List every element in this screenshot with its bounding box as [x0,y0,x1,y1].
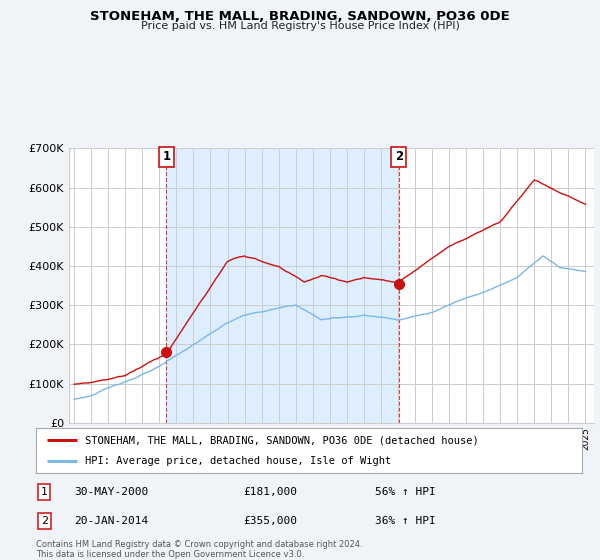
Text: STONEHAM, THE MALL, BRADING, SANDOWN, PO36 0DE: STONEHAM, THE MALL, BRADING, SANDOWN, PO… [90,10,510,23]
Text: STONEHAM, THE MALL, BRADING, SANDOWN, PO36 0DE (detached house): STONEHAM, THE MALL, BRADING, SANDOWN, PO… [85,436,479,446]
Text: £355,000: £355,000 [244,516,298,526]
Text: 2: 2 [395,151,403,164]
Bar [166,148,399,423]
Text: 56% ↑ HPI: 56% ↑ HPI [374,487,435,497]
Text: 20-JAN-2014: 20-JAN-2014 [74,516,148,526]
Text: 2: 2 [41,516,48,526]
Text: HPI: Average price, detached house, Isle of Wight: HPI: Average price, detached house, Isle… [85,456,391,466]
Text: 30-MAY-2000: 30-MAY-2000 [74,487,148,497]
Text: 1: 1 [162,151,170,164]
Text: 1: 1 [41,487,47,497]
Text: Price paid vs. HM Land Registry's House Price Index (HPI): Price paid vs. HM Land Registry's House … [140,21,460,31]
Text: Contains HM Land Registry data © Crown copyright and database right 2024.
This d: Contains HM Land Registry data © Crown c… [36,540,362,559]
Text: £181,000: £181,000 [244,487,298,497]
Text: 36% ↑ HPI: 36% ↑ HPI [374,516,435,526]
